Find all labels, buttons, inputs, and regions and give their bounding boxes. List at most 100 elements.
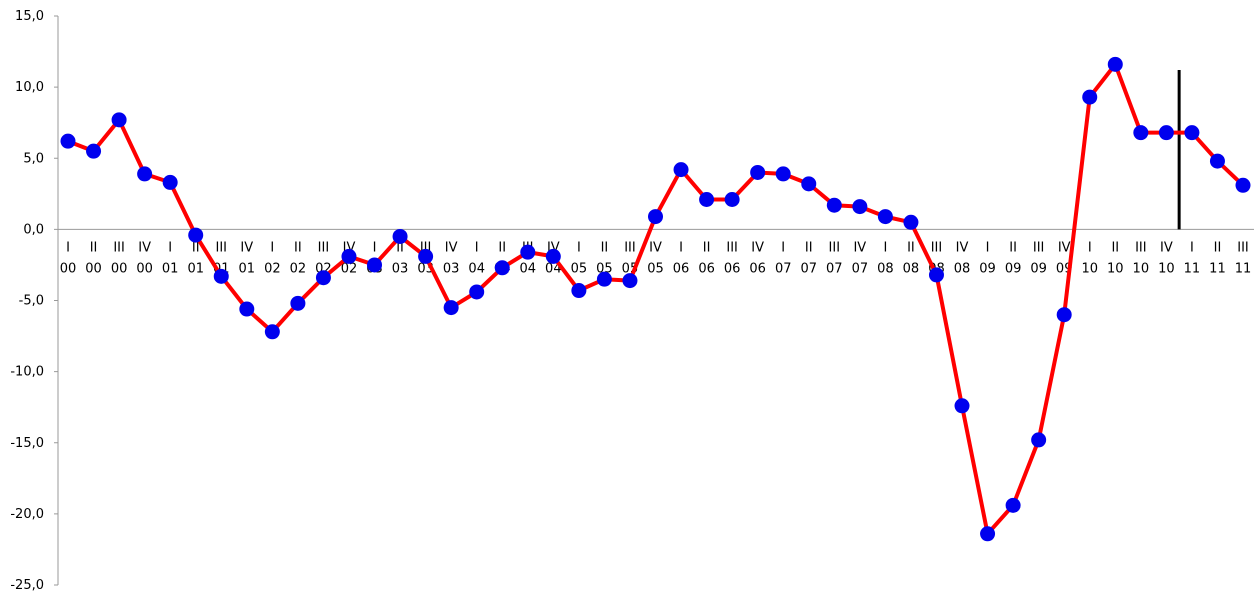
data-point <box>545 248 561 264</box>
x-tick-label-quarter: I <box>883 240 887 255</box>
data-point <box>1235 177 1251 193</box>
x-tick-label-year: 01 <box>187 261 204 276</box>
x-tick-label-quarter: II <box>498 240 506 255</box>
data-point <box>392 228 408 244</box>
data-point <box>826 197 842 213</box>
x-tick-label-year: 01 <box>239 261 256 276</box>
x-tick-label-quarter: III <box>726 240 738 255</box>
data-point <box>596 271 612 287</box>
x-tick-label-year: 06 <box>724 261 741 276</box>
x-tick-label-year: 09 <box>1030 261 1047 276</box>
x-tick-label-quarter: IV <box>1160 240 1173 255</box>
data-point <box>1158 125 1174 141</box>
y-tick-label: 10,0 <box>15 80 44 95</box>
x-tick-label-year: 06 <box>698 261 715 276</box>
data-point <box>264 324 280 340</box>
data-point <box>903 214 919 230</box>
data-point <box>60 133 76 149</box>
series-layer <box>60 56 1251 542</box>
x-tick-label-quarter: III <box>420 240 432 255</box>
data-point <box>1133 125 1149 141</box>
data-point <box>954 398 970 414</box>
y-tick-label: -5,0 <box>19 294 44 309</box>
series-line <box>67 62 1245 536</box>
x-axis: I00II00III00IV00I01II01III01IV01I02II02I… <box>58 228 1254 276</box>
x-tick-label-year: 10 <box>1158 261 1175 276</box>
data-point <box>1107 56 1123 72</box>
y-tick-label: -15,0 <box>10 436 44 451</box>
x-tick-label-year: 04 <box>520 261 537 276</box>
data-point <box>111 112 127 128</box>
x-tick-label-year: 06 <box>673 261 690 276</box>
x-tick-label-year: 05 <box>596 261 613 276</box>
data-point <box>341 248 357 264</box>
x-tick-label-quarter: I <box>270 240 274 255</box>
x-tick-label-quarter: II <box>396 240 404 255</box>
data-point <box>622 273 638 289</box>
data-point <box>928 267 944 283</box>
x-tick-label-year: 04 <box>468 261 485 276</box>
x-tick-label-year: 00 <box>136 261 153 276</box>
x-tick-label-quarter: I <box>66 240 70 255</box>
data-point <box>724 192 740 208</box>
x-tick-label-year: 07 <box>852 261 869 276</box>
y-tick-label: 0,0 <box>23 222 44 237</box>
data-point <box>699 192 715 208</box>
y-axis: 15,0 10,0 5,0 0,0 -5,0 -10,0 -15,0 -20,0 -25,0 <box>10 9 59 591</box>
y-tick-label: -25,0 <box>10 578 44 591</box>
x-tick-label-quarter: II <box>907 240 915 255</box>
data-point <box>418 248 434 264</box>
data-point <box>86 143 102 159</box>
data-point <box>367 257 383 273</box>
x-tick-label-quarter: III <box>1135 240 1147 255</box>
x-tick-label-quarter: II <box>192 240 200 255</box>
x-tick-label-year: 03 <box>392 261 409 276</box>
x-tick-label-quarter: II <box>703 240 711 255</box>
x-tick-label-quarter: III <box>1237 240 1249 255</box>
data-point <box>750 164 766 180</box>
x-tick-label-year: 00 <box>111 261 128 276</box>
x-tick-label-quarter: II <box>601 240 609 255</box>
x-tick-label-quarter: I <box>1088 240 1092 255</box>
x-tick-label-quarter: IV <box>649 240 662 255</box>
x-tick-label-quarter: IV <box>240 240 253 255</box>
x-tick-label-year: 07 <box>800 261 817 276</box>
data-point <box>315 270 331 286</box>
data-point <box>213 268 229 284</box>
data-point <box>188 227 204 243</box>
x-tick-label-quarter: III <box>318 240 330 255</box>
x-tick-label-quarter: IV <box>853 240 866 255</box>
y-tick-label: -20,0 <box>10 507 44 522</box>
x-tick-label-quarter: II <box>1214 240 1222 255</box>
x-tick-label-quarter: II <box>805 240 813 255</box>
x-tick-label-year: 11 <box>1184 261 1201 276</box>
data-point <box>443 300 459 316</box>
x-tick-label-year: 08 <box>954 261 971 276</box>
data-point <box>239 301 255 317</box>
data-point <box>1184 125 1200 141</box>
x-tick-label-year: 03 <box>443 261 460 276</box>
data-point <box>673 162 689 178</box>
x-tick-label-quarter: IV <box>138 240 151 255</box>
x-tick-label-quarter: I <box>1190 240 1194 255</box>
x-tick-label-quarter: I <box>679 240 683 255</box>
x-tick-label-year: 02 <box>290 261 307 276</box>
data-point <box>648 209 663 225</box>
data-point <box>775 166 791 182</box>
x-tick-label-year: 05 <box>571 261 588 276</box>
x-tick-label-quarter: I <box>168 240 172 255</box>
x-tick-label-year: 10 <box>1107 261 1124 276</box>
x-tick-label-quarter: II <box>294 240 302 255</box>
data-point <box>1005 497 1021 513</box>
y-tick-label: 5,0 <box>23 151 44 166</box>
data-point <box>520 244 536 260</box>
data-point <box>469 284 485 300</box>
x-tick-label-quarter: IV <box>956 240 969 255</box>
x-tick-label-year: 07 <box>826 261 843 276</box>
y-tick-label: 15,0 <box>15 9 44 24</box>
x-tick-label-quarter: I <box>986 240 990 255</box>
x-tick-label-year: 08 <box>903 261 920 276</box>
data-point <box>494 260 510 276</box>
data-point <box>571 283 587 299</box>
x-tick-label-quarter: I <box>373 240 377 255</box>
